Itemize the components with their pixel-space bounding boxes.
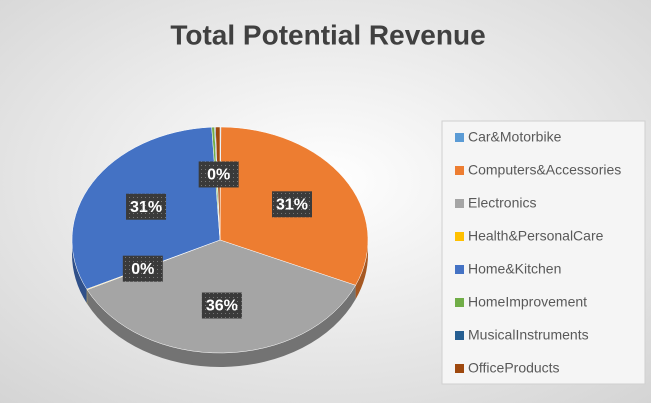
legend-label: Car&Motorbike [468,129,562,145]
legend-swatch [455,232,464,241]
chart-title: Total Potential Revenue [170,19,485,50]
legend-label: Home&Kitchen [468,261,561,277]
data-label: 0% [131,261,154,278]
legend-swatch [455,265,464,274]
data-label: 36% [206,298,238,315]
legend-swatch [455,133,464,142]
legend-label: Electronics [468,195,536,211]
legend-swatch [455,364,464,373]
data-label: 31% [276,197,308,214]
legend-label: Health&PersonalCare [468,228,604,244]
legend-label: MusicalInstruments [468,327,589,343]
data-label: 31% [130,199,162,216]
legend-label: Computers&Accessories [468,162,621,178]
data-label: 0% [207,167,230,184]
legend-label: OfficeProducts [468,360,560,376]
legend-swatch [455,331,464,340]
legend-swatch [455,166,464,175]
pie-tops [72,127,368,353]
legend-box [442,121,645,384]
legend-swatch [455,298,464,307]
legend-swatch [455,199,464,208]
legend-label: HomeImprovement [468,294,587,310]
